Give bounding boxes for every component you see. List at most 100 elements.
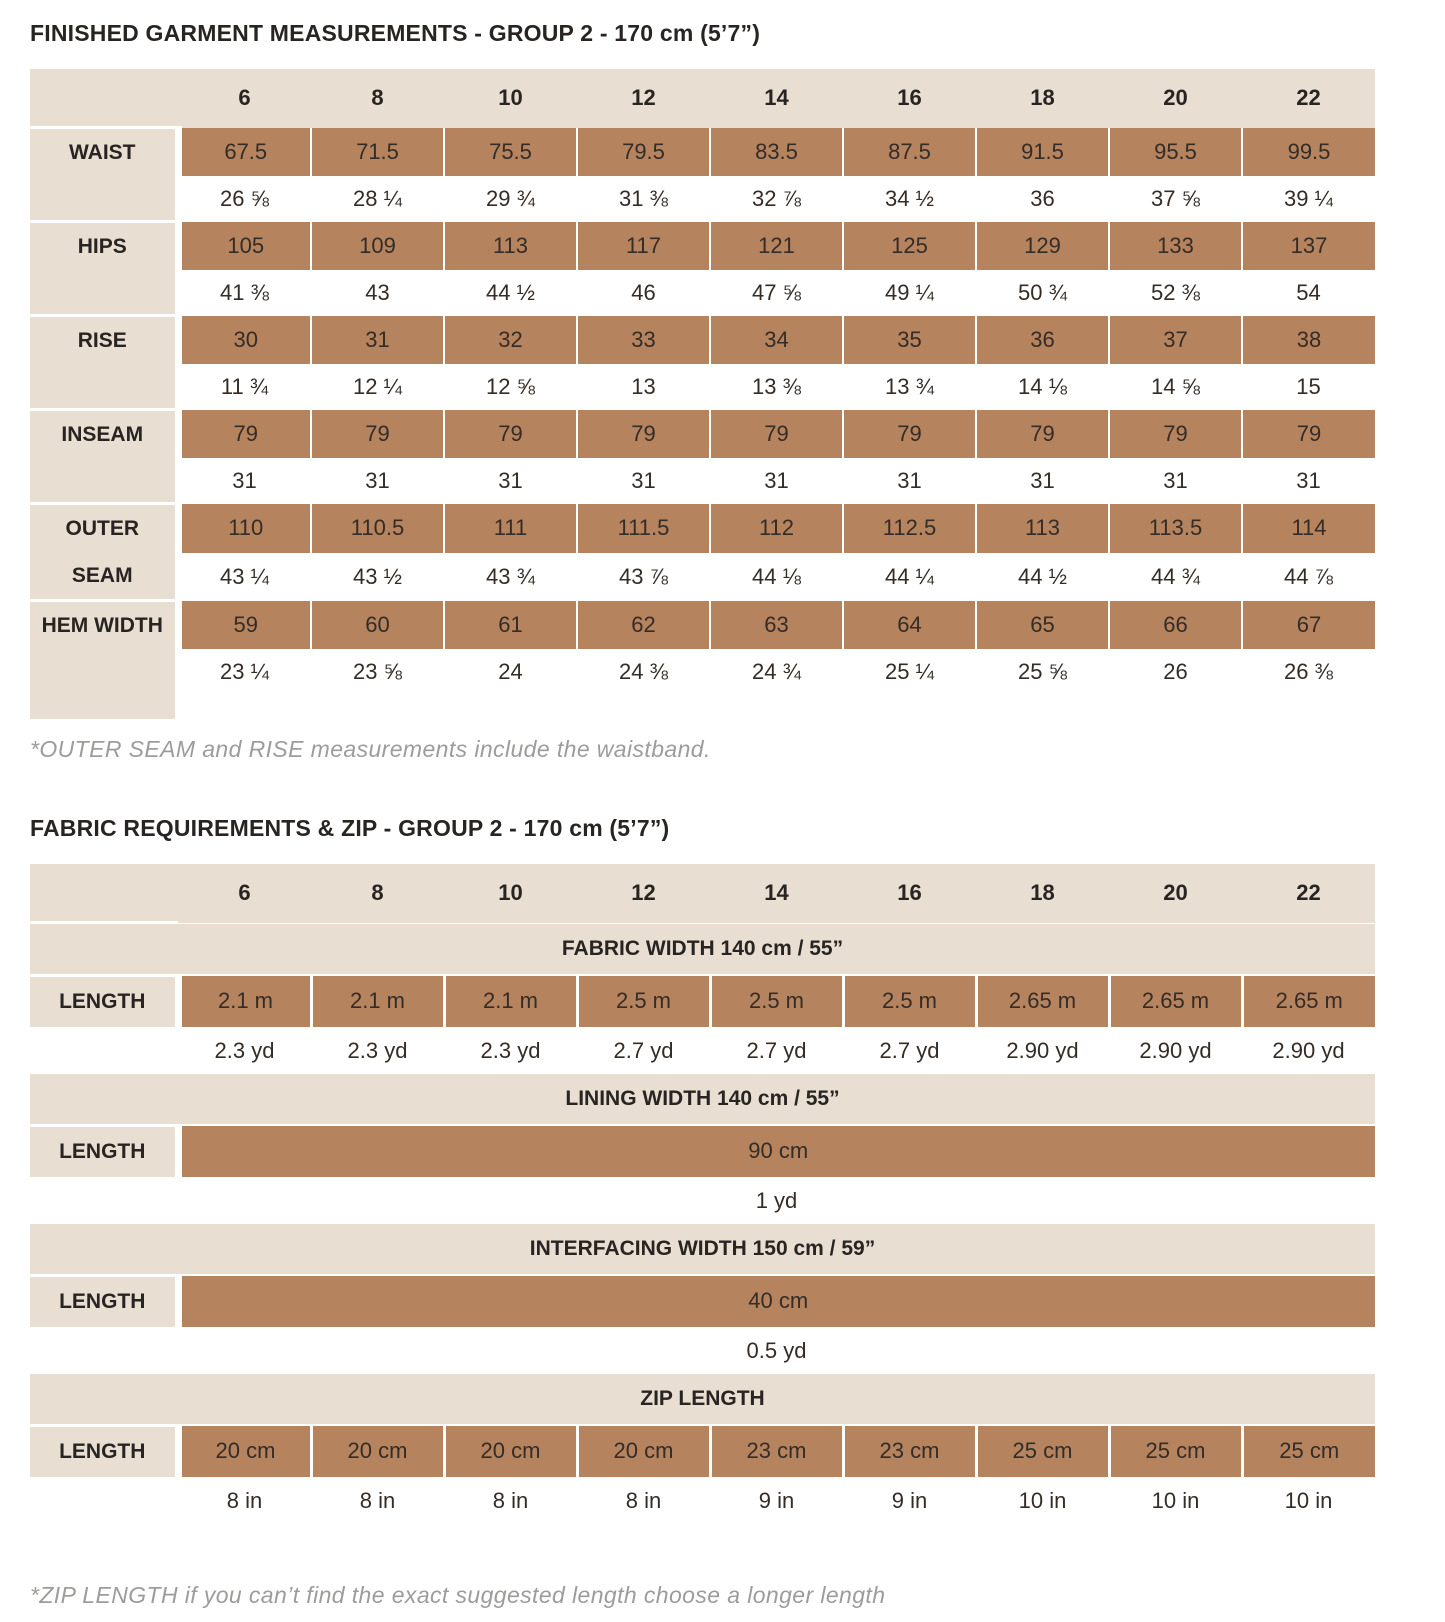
- inch-value-cell: 14 ⅝: [1109, 363, 1242, 410]
- finished-garment-measurements-title: FINISHED GARMENT MEASUREMENTS - GROUP 2 …: [30, 20, 761, 46]
- inch-value-cell: 31: [311, 457, 444, 504]
- cm-value-cell: 129: [975, 221, 1109, 270]
- measurement-label: WAIST: [30, 127, 178, 223]
- imperial-unit-row: 2.3 yd 2.3 yd 2.3 yd 2.7 yd 2.7 yd 2.7 yd 2.90…: [30, 1027, 1375, 1074]
- inch-value-cell: 31: [1109, 457, 1242, 504]
- filler-cell: [178, 694, 1375, 721]
- inch-value-cell: 43 ¾: [444, 553, 577, 601]
- unit-value-cell: 2.90 yd: [1109, 1027, 1242, 1074]
- size-header-cell: 22: [1242, 864, 1375, 923]
- measurement-cm-row: HEM WIDTH 59 60 61 62 63 64 65 66 67: [30, 600, 1375, 722]
- length-value-cell: 25 cm: [1240, 1425, 1375, 1477]
- inch-value-cell: 13: [577, 363, 710, 410]
- section-banner-cell: ZIP LENGTH: [30, 1374, 1375, 1426]
- length-value-cell: 2.5 m: [708, 975, 843, 1027]
- unit-value-cell: 10 in: [1109, 1477, 1242, 1524]
- length-value-cell: 20 cm: [309, 1425, 444, 1477]
- cm-value-cell: 79: [310, 409, 444, 458]
- size-header-cell: 6: [178, 864, 311, 923]
- inch-value-cell: 43 ½: [311, 553, 444, 601]
- inch-value-cell: 26: [1109, 648, 1242, 695]
- cm-value-cell: 36: [975, 315, 1109, 364]
- measurement-cm-row: RISE 30 31 32 33 34 35 36 37 38: [30, 315, 1375, 411]
- length-value-cell: 23 cm: [708, 1425, 843, 1477]
- size-header-cell: 16: [843, 69, 976, 128]
- cm-value-cell: 62: [576, 600, 710, 649]
- size-header-cell: 6: [178, 69, 311, 128]
- section-banner-cell: LINING WIDTH 140 cm / 55”: [30, 1074, 1375, 1126]
- label-column-filler-row: [30, 694, 1375, 721]
- measurement-inch-row: 26 ⅝ 28 ¼ 29 ¾ 31 ⅜ 32 ⅞ 34 ½ 36 37 ⅝ 39 ¼: [30, 175, 1375, 222]
- inch-value-cell: 47 ⅝: [710, 269, 843, 316]
- unit-value-cell: 10 in: [976, 1477, 1109, 1524]
- inch-value-cell: 23 ⅝: [311, 648, 444, 695]
- unit-row-spacer-cell: [30, 1027, 178, 1074]
- size-header-cell: 20: [1109, 69, 1242, 128]
- size-header-corner-cell: [30, 864, 178, 924]
- inch-value-cell: 43 ¼: [178, 553, 311, 601]
- cm-value-cell: 79: [576, 409, 710, 458]
- inch-value-cell: 11 ¾: [178, 363, 311, 410]
- unit-row-spacer-cell: [30, 1177, 178, 1224]
- cm-value-cell: 60: [310, 600, 444, 649]
- section-banner-row: LINING WIDTH 140 cm / 55”: [30, 1074, 1375, 1126]
- section-banner-row: INTERFACING WIDTH 150 cm / 59”: [30, 1224, 1375, 1276]
- length-value-cell: 2.65 m: [1240, 975, 1375, 1027]
- length-value-cell: 2.5 m: [575, 975, 710, 1027]
- size-header-cell: 8: [311, 69, 444, 128]
- inch-value-cell: 44 ¼: [843, 553, 976, 601]
- measurement-cm-row: INSEAM 79 79 79 79 79 79 79 79 79: [30, 409, 1375, 505]
- size-header-cell: 22: [1242, 69, 1375, 128]
- cm-value-cell: 37: [1108, 315, 1242, 364]
- length-value-cell: 2.1 m: [309, 975, 444, 1027]
- cm-value-cell: 67.5: [174, 127, 311, 176]
- inch-value-cell: 31: [178, 457, 311, 504]
- length-value-cell: 2.65 m: [974, 975, 1109, 1027]
- length-value-merged-cell: 90 cm: [174, 1125, 1375, 1177]
- length-value-cell: 2.1 m: [442, 975, 577, 1027]
- cm-value-cell: 65: [975, 600, 1109, 649]
- size-header-cell: 18: [976, 69, 1109, 128]
- cm-value-cell: 79: [709, 409, 843, 458]
- inch-value-cell: 23 ¼: [178, 648, 311, 695]
- inch-value-cell: 31: [976, 457, 1109, 504]
- cm-value-cell: 79: [174, 409, 311, 458]
- cm-value-cell: 99.5: [1241, 127, 1375, 176]
- length-value-merged-cell: 40 cm: [174, 1275, 1375, 1327]
- size-header-cell: 10: [444, 69, 577, 128]
- cm-value-cell: 30: [174, 315, 311, 364]
- unit-value-merged-cell: 1 yd: [178, 1177, 1375, 1224]
- inch-value-cell: 37 ⅝: [1109, 175, 1242, 222]
- cm-value-cell: 31: [310, 315, 444, 364]
- inch-value-cell: 31: [444, 457, 577, 504]
- inch-value-cell: 31: [710, 457, 843, 504]
- length-label: LENGTH: [30, 974, 178, 1027]
- cm-value-cell: 109: [310, 221, 444, 270]
- inch-value-cell: 31: [1242, 457, 1375, 504]
- cm-value-cell: 75.5: [443, 127, 577, 176]
- cm-value-cell: 91.5: [975, 127, 1109, 176]
- finished-garment-measurements-table: 6 8 10 12 14 16 18 20 22 WAIST 67.5 71.5 75.5 79.5 83.…: [30, 69, 1375, 722]
- imperial-unit-row: 8 in 8 in 8 in 8 in 9 in 9 in 10 in 10 in 10 in: [30, 1477, 1375, 1524]
- inch-value-cell: 52 ⅜: [1109, 269, 1242, 316]
- inch-value-cell: 39 ¼: [1242, 175, 1375, 222]
- size-header-corner-cell: [30, 69, 178, 129]
- inch-value-cell: 13 ¾: [843, 363, 976, 410]
- measurement-cm-row: HIPS 105 109 113 117 121 125 129 133 137: [30, 221, 1375, 317]
- inch-value-cell: 24: [444, 648, 577, 695]
- measurement-label: OUTER SEAM: [30, 503, 178, 602]
- cm-value-cell: 113: [443, 221, 577, 270]
- cm-value-cell: 110.5: [310, 503, 444, 554]
- unit-value-cell: 8 in: [311, 1477, 444, 1524]
- unit-value-cell: 2.3 yd: [178, 1027, 311, 1074]
- cm-value-cell: 33: [576, 315, 710, 364]
- cm-value-cell: 67: [1241, 600, 1375, 649]
- size-header-cell: 20: [1109, 864, 1242, 923]
- inch-value-cell: 44 ½: [976, 553, 1109, 601]
- inch-value-cell: 44 ⅞: [1242, 553, 1375, 601]
- cm-value-cell: 117: [576, 221, 710, 270]
- size-header-row: 6 8 10 12 14 16 18 20 22: [30, 69, 1375, 129]
- inch-value-cell: 26 ⅝: [178, 175, 311, 222]
- cm-value-cell: 112: [709, 503, 843, 554]
- length-value-cell: 2.1 m: [174, 975, 311, 1027]
